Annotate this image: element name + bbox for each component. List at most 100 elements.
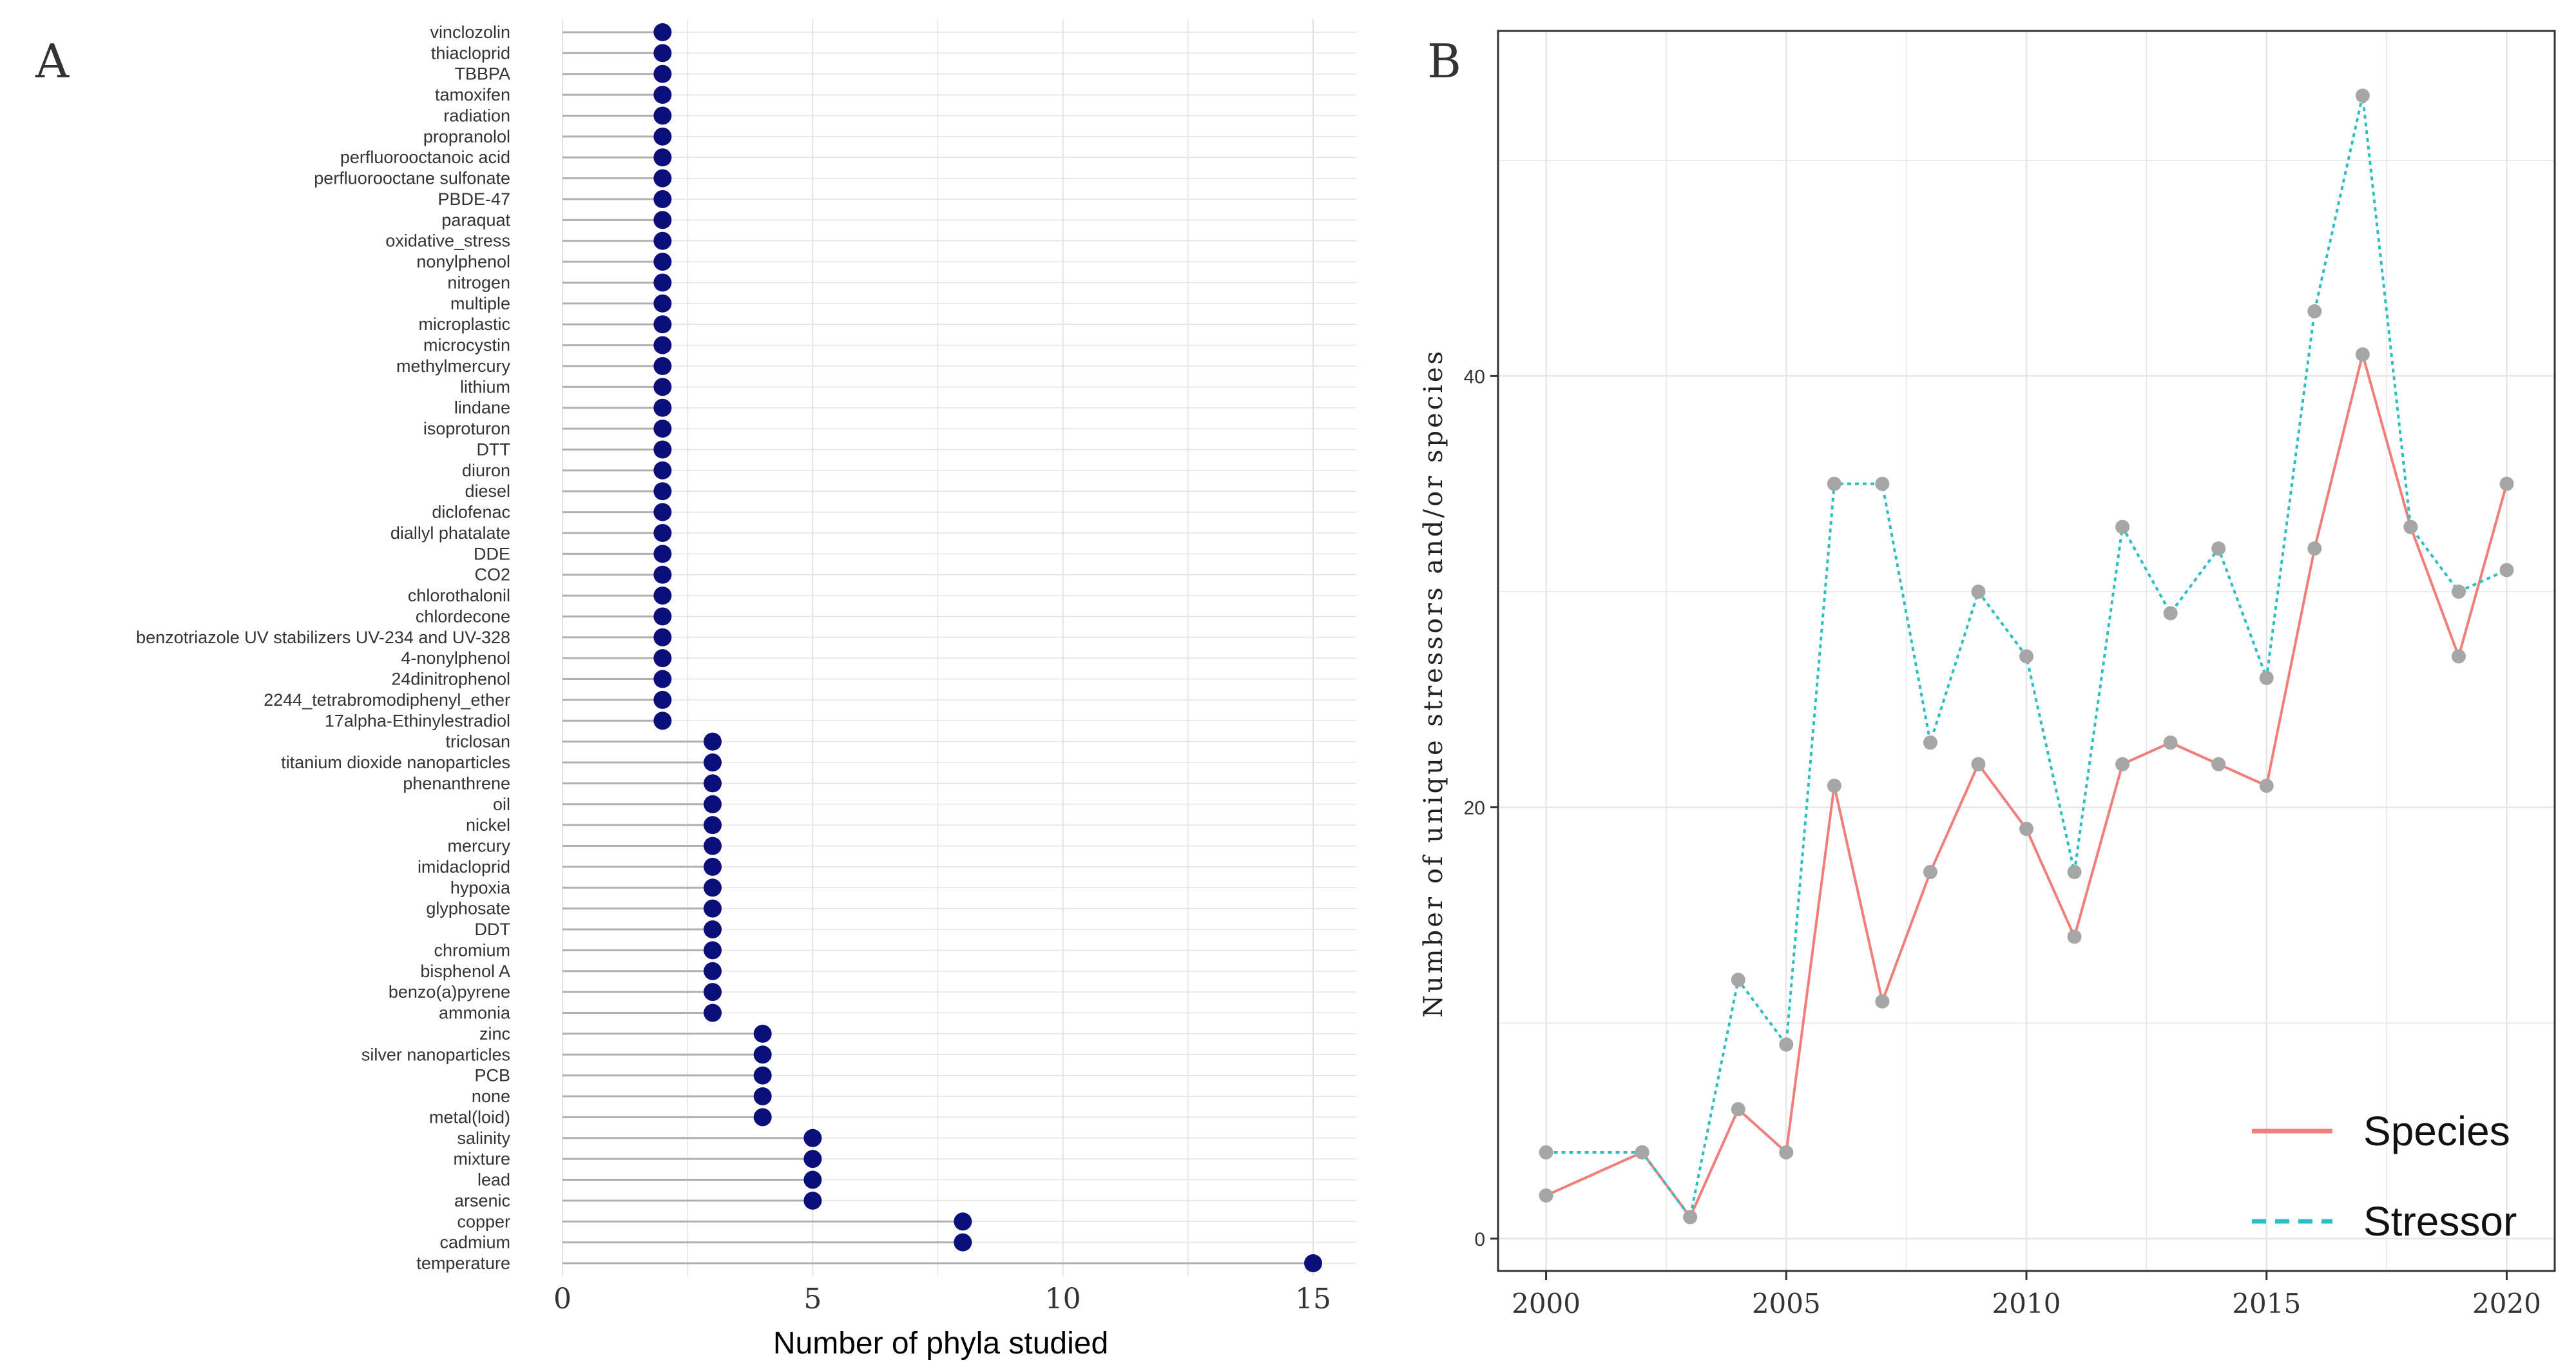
- lollipop-point: [704, 962, 722, 980]
- category-label: TBBPA: [454, 64, 510, 84]
- category-label: PCB: [474, 1066, 510, 1085]
- lollipop-point: [653, 545, 672, 563]
- category-label: diesel: [465, 481, 510, 501]
- point-stressor: [1731, 973, 1745, 987]
- y-tick-label: 20: [1464, 798, 1485, 819]
- lollipop-point: [653, 106, 672, 125]
- lollipop-point: [704, 983, 722, 1002]
- point-species: [2019, 822, 2033, 837]
- y-tick-label: 40: [1464, 366, 1485, 387]
- category-label: mixture: [453, 1149, 510, 1168]
- lollipop-point: [653, 148, 672, 167]
- x-tick-label: 2015: [2232, 1288, 2301, 1319]
- panel-b-letter: B: [1427, 34, 1461, 88]
- category-label: phenanthrene: [403, 773, 510, 793]
- lollipop-point: [803, 1191, 822, 1210]
- panel-a-x-tick-labels: 0 5 10 15: [553, 1283, 1331, 1315]
- point-stressor: [2259, 670, 2274, 685]
- category-label: thiacloprid: [431, 43, 510, 63]
- point-species: [2067, 929, 2082, 944]
- panel-b-x-tick-labels: 2000 2005 2010 2015 2020: [1512, 1271, 2541, 1319]
- point-species: [2355, 347, 2370, 362]
- legend-label-stressor: Stressor: [2363, 1198, 2517, 1245]
- point-stressor: [1779, 1037, 1794, 1052]
- category-label: lead: [477, 1170, 510, 1190]
- point-stressor: [2019, 649, 2033, 664]
- category-label: 17alpha-Ethinylestradiol: [325, 711, 510, 730]
- panel-b-points: [1539, 88, 2514, 1225]
- point-stressor: [2355, 88, 2370, 103]
- category-label: DDT: [475, 920, 511, 939]
- category-label: CO2: [474, 565, 510, 585]
- lollipop-point: [704, 857, 722, 876]
- category-label: triclosan: [445, 732, 510, 751]
- category-label: paraquat: [441, 210, 510, 229]
- lollipop-point: [704, 899, 722, 918]
- lollipop-point: [753, 1108, 772, 1127]
- lollipop-point: [653, 440, 672, 459]
- panel-a-gridlines: [562, 19, 1356, 1276]
- lollipop-point: [653, 231, 672, 250]
- point-stressor: [1827, 476, 1841, 491]
- point-stressor: [1635, 1145, 1649, 1159]
- lollipop-point: [653, 86, 672, 104]
- lollipop-point: [704, 795, 722, 813]
- panel-a-points: [653, 23, 1322, 1272]
- category-label: bisphenol A: [420, 962, 510, 981]
- lollipop-point: [803, 1150, 822, 1168]
- category-label: benzo(a)pyrene: [389, 982, 510, 1002]
- lollipop-point: [653, 420, 672, 438]
- category-label: methylmercury: [396, 356, 511, 376]
- legend-label-species: Species: [2363, 1108, 2510, 1154]
- point-stressor: [2499, 563, 2514, 577]
- category-label: temperature: [416, 1254, 510, 1273]
- lollipop-point: [704, 878, 722, 897]
- category-label: chlorothalonil: [408, 586, 510, 605]
- lollipop-point: [653, 189, 672, 208]
- category-label: 2244_tetrabromodiphenyl_ether: [264, 690, 510, 710]
- lollipop-point: [1304, 1254, 1322, 1272]
- panel-b-y-tick-labels: 0 20 40: [1464, 366, 1498, 1250]
- point-stressor: [1539, 1145, 1553, 1159]
- lollipop-point: [753, 1024, 772, 1043]
- lollipop-point: [653, 211, 672, 229]
- category-label: nitrogen: [447, 273, 510, 292]
- lollipop-point: [653, 398, 672, 417]
- x-tick-label: 2000: [1512, 1288, 1581, 1319]
- category-label: arsenic: [454, 1191, 510, 1210]
- lollipop-point: [653, 44, 672, 63]
- lollipop-point: [653, 461, 672, 480]
- category-label: microplastic: [418, 315, 510, 334]
- point-species: [2259, 779, 2274, 793]
- lollipop-point: [653, 523, 672, 542]
- point-stressor: [1923, 735, 1937, 750]
- category-label: diuron: [462, 461, 510, 480]
- category-label: chromium: [434, 940, 510, 960]
- category-label: vinclozolin: [430, 23, 510, 42]
- point-stressor: [1875, 476, 1890, 491]
- lollipop-point: [653, 690, 672, 709]
- point-stressor: [2115, 519, 2130, 534]
- x-tick-label: 2010: [1992, 1288, 2061, 1319]
- point-stressor: [2067, 864, 2082, 879]
- point-species: [2307, 541, 2322, 556]
- lollipop-point: [653, 127, 672, 146]
- lollipop-point: [653, 607, 672, 626]
- lollipop-point: [704, 774, 722, 793]
- lollipop-point: [704, 837, 722, 855]
- category-label: ammonia: [439, 1003, 511, 1023]
- category-label: DTT: [477, 440, 510, 459]
- x-tick-label: 0: [553, 1283, 572, 1315]
- category-label: tamoxifen: [435, 85, 510, 104]
- x-tick-label: 15: [1295, 1283, 1331, 1315]
- category-label: lithium: [460, 377, 510, 396]
- lollipop-point: [704, 753, 722, 772]
- category-label: hypoxia: [450, 878, 511, 897]
- category-label: radiation: [443, 106, 510, 125]
- panel-a-x-axis-title: Number of phyla studied: [773, 1326, 1108, 1361]
- panel-a-letter: A: [35, 34, 70, 88]
- x-tick-label: 2005: [1752, 1288, 1821, 1319]
- lollipop-point: [653, 23, 672, 41]
